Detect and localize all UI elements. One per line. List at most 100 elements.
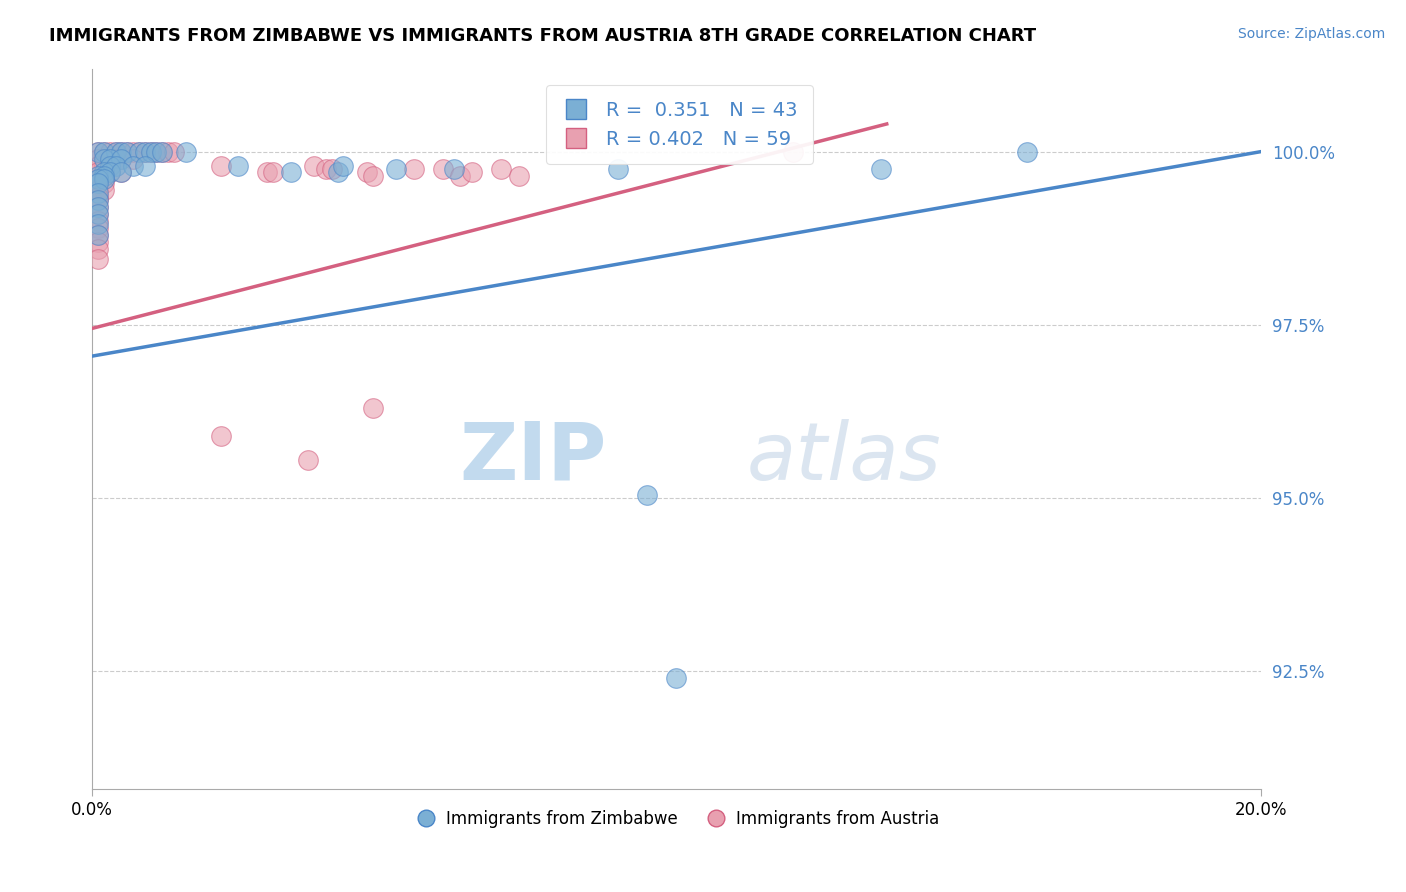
Point <box>87 207 110 221</box>
Point <box>87 207 110 221</box>
Point <box>115 145 138 159</box>
Point <box>361 169 384 183</box>
Point <box>87 193 110 207</box>
Point <box>122 159 145 173</box>
Point <box>489 161 512 176</box>
Point <box>93 172 115 186</box>
Text: atlas: atlas <box>747 418 941 497</box>
Point <box>87 176 110 190</box>
Point <box>110 145 132 159</box>
Point <box>122 145 145 159</box>
Point <box>87 220 110 235</box>
Point <box>385 161 408 176</box>
Point <box>110 152 132 166</box>
Point <box>87 227 110 242</box>
Point <box>87 193 110 207</box>
Point <box>449 169 471 183</box>
Point <box>87 145 110 159</box>
Point <box>98 165 121 179</box>
Point <box>297 453 319 467</box>
Point <box>87 227 110 242</box>
Point <box>93 165 115 179</box>
Point <box>256 165 278 179</box>
Point <box>115 145 138 159</box>
Point <box>87 190 110 204</box>
Point <box>110 165 132 179</box>
Point <box>326 165 349 179</box>
Point <box>1015 145 1038 159</box>
Point <box>665 671 688 685</box>
Point <box>104 145 127 159</box>
Point <box>98 145 121 159</box>
Point <box>139 145 162 159</box>
Point <box>87 200 110 214</box>
Point <box>93 159 115 173</box>
Point <box>226 159 249 173</box>
Point <box>134 145 156 159</box>
Point <box>163 145 186 159</box>
Point <box>104 145 127 159</box>
Point <box>98 159 121 173</box>
Legend: Immigrants from Zimbabwe, Immigrants from Austria: Immigrants from Zimbabwe, Immigrants fro… <box>406 804 946 835</box>
Point <box>356 165 378 179</box>
Point <box>174 145 197 159</box>
Point <box>782 145 804 159</box>
Point <box>93 172 115 186</box>
Point <box>280 165 302 179</box>
Point <box>87 242 110 256</box>
Point <box>508 169 530 183</box>
Point <box>93 165 115 179</box>
Text: IMMIGRANTS FROM ZIMBABWE VS IMMIGRANTS FROM AUSTRIA 8TH GRADE CORRELATION CHART: IMMIGRANTS FROM ZIMBABWE VS IMMIGRANTS F… <box>49 27 1036 45</box>
Point <box>87 172 110 186</box>
Point <box>607 161 630 176</box>
Point <box>150 145 173 159</box>
Point <box>361 401 384 415</box>
Point <box>104 159 127 173</box>
Point <box>128 145 150 159</box>
Point <box>87 214 110 228</box>
Point <box>443 161 465 176</box>
Point <box>93 169 115 183</box>
Point <box>145 145 167 159</box>
Point <box>93 145 115 159</box>
Point <box>98 152 121 166</box>
Point <box>122 152 145 166</box>
Point <box>150 145 173 159</box>
Point <box>87 235 110 249</box>
Point <box>98 165 121 179</box>
Text: ZIP: ZIP <box>458 418 606 497</box>
Point <box>321 161 343 176</box>
Point <box>93 176 115 190</box>
Point <box>93 183 115 197</box>
Point <box>332 159 354 173</box>
Point <box>110 165 132 179</box>
Point <box>87 145 110 159</box>
Point <box>128 145 150 159</box>
Point <box>93 145 115 159</box>
Point <box>87 252 110 266</box>
Point <box>302 159 325 173</box>
Point <box>134 145 156 159</box>
Point <box>432 161 454 176</box>
Point <box>87 218 110 232</box>
Point <box>209 429 232 443</box>
Point <box>87 186 110 201</box>
Point <box>87 172 110 186</box>
Point <box>93 152 115 166</box>
Point <box>110 152 132 166</box>
Point <box>315 161 337 176</box>
Point <box>98 159 121 173</box>
Point <box>87 165 110 179</box>
Point <box>87 176 110 190</box>
Point <box>104 152 127 166</box>
Point <box>87 159 110 173</box>
Point <box>98 152 121 166</box>
Point <box>87 200 110 214</box>
Point <box>402 161 425 176</box>
Point <box>87 169 110 183</box>
Point <box>134 159 156 173</box>
Text: Source: ZipAtlas.com: Source: ZipAtlas.com <box>1237 27 1385 41</box>
Point <box>157 145 180 159</box>
Point <box>461 165 484 179</box>
Point <box>636 488 658 502</box>
